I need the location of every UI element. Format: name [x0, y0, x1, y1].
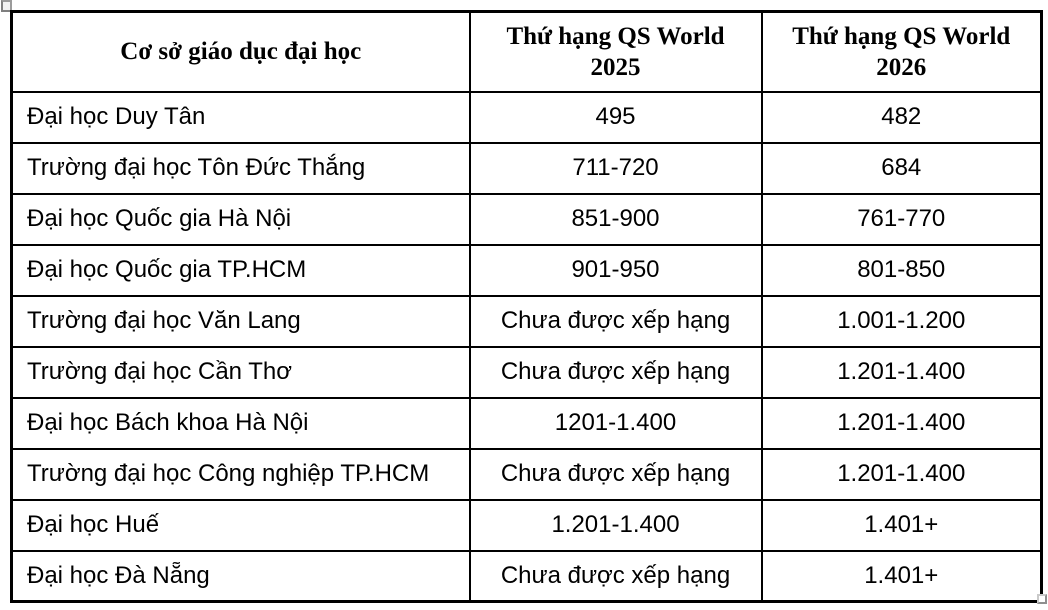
institution-cell: Đại học Quốc gia TP.HCM [10, 243, 471, 297]
table-row: Đại học Đà Nẵng Chưa được xếp hạng 1.401+ [10, 549, 1043, 603]
table-header: Cơ sở giáo dục đại học Thứ hạng QS World… [10, 10, 1043, 93]
qs-rankings-table: Cơ sở giáo dục đại học Thứ hạng QS World… [10, 10, 1043, 603]
rank-2025-cell: Chưa được xếp hạng [468, 345, 763, 399]
rank-2025-cell: 851-900 [468, 192, 763, 246]
table-body: Đại học Duy Tân 495 482 Trường đại học Tôn … [10, 90, 1043, 603]
rank-2026-cell: 1.201-1.400 [760, 447, 1043, 501]
rank-2026-cell: 1.201-1.400 [760, 345, 1043, 399]
rank-2026-cell: 482 [760, 90, 1043, 144]
institution-cell: Trường đại học Cần Thơ [10, 345, 471, 399]
rank-2026-cell: 1.201-1.400 [760, 396, 1043, 450]
table-row: Đại học Huế 1.201-1.400 1.401+ [10, 498, 1043, 552]
rank-2025-cell: Chưa được xếp hạng [468, 294, 763, 348]
rank-2025-cell: 1201-1.400 [468, 396, 763, 450]
rank-2026-cell: 1.001-1.200 [760, 294, 1043, 348]
rank-2026-cell: 1.401+ [760, 549, 1043, 603]
rank-2026-cell: 801-850 [760, 243, 1043, 297]
table-resize-handle-icon[interactable] [1037, 594, 1047, 604]
rank-2025-cell: Chưa được xếp hạng [468, 549, 763, 603]
table-move-handle-icon[interactable] [1, 0, 12, 12]
column-header-institution: Cơ sở giáo dục đại học [10, 10, 471, 93]
column-header-qs-2026: Thứ hạng QS World 2026 [760, 10, 1043, 93]
institution-cell: Đại học Đà Nẵng [10, 549, 471, 603]
table-row: Đại học Quốc gia TP.HCM 901-950 801-850 [10, 243, 1043, 297]
institution-cell: Đại học Duy Tân [10, 90, 471, 144]
rank-2026-cell: 761-770 [760, 192, 1043, 246]
rank-2025-cell: 1.201-1.400 [468, 498, 763, 552]
header-row: Cơ sở giáo dục đại học Thứ hạng QS World… [10, 10, 1043, 93]
institution-cell: Đại học Bách khoa Hà Nội [10, 396, 471, 450]
rank-2025-cell: 495 [468, 90, 763, 144]
table-row: Trường đại học Văn Lang Chưa được xếp hạn… [10, 294, 1043, 348]
institution-cell: Đại học Quốc gia Hà Nội [10, 192, 471, 246]
table-row: Trường đại học Cần Thơ Chưa được xếp hạng… [10, 345, 1043, 399]
rank-2026-cell: 684 [760, 141, 1043, 195]
institution-cell: Trường đại học Công nghiệp TP.HCM [10, 447, 471, 501]
rank-2026-cell: 1.401+ [760, 498, 1043, 552]
institution-cell: Trường đại học Tôn Đức Thắng [10, 141, 471, 195]
table-row: Đại học Bách khoa Hà Nội 1201-1.400 1.201-… [10, 396, 1043, 450]
institution-cell: Đại học Huế [10, 498, 471, 552]
table-row: Đại học Quốc gia Hà Nội 851-900 761-770 [10, 192, 1043, 246]
table-row: Đại học Duy Tân 495 482 [10, 90, 1043, 144]
column-header-qs-2025: Thứ hạng QS World 2025 [468, 10, 763, 93]
rank-2025-cell: 711-720 [468, 141, 763, 195]
table-row: Trường đại học Công nghiệp TP.HCM Chưa đư… [10, 447, 1043, 501]
rank-2025-cell: 901-950 [468, 243, 763, 297]
table-row: Trường đại học Tôn Đức Thắng 711-720 684 [10, 141, 1043, 195]
rank-2025-cell: Chưa được xếp hạng [468, 447, 763, 501]
institution-cell: Trường đại học Văn Lang [10, 294, 471, 348]
